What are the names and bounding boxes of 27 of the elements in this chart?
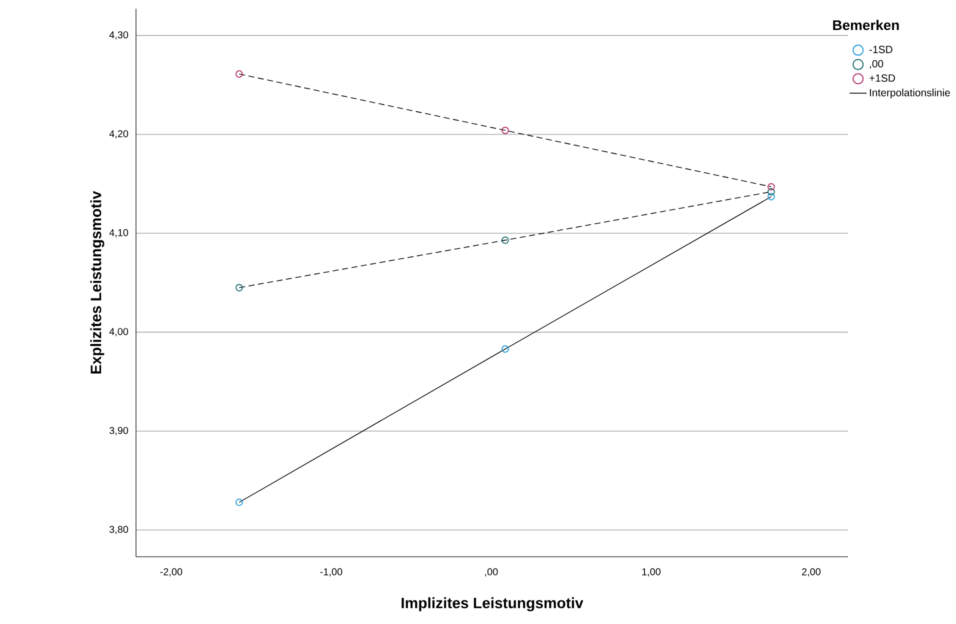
x-tick-label: 2,00 bbox=[802, 568, 821, 576]
point bbox=[502, 345, 509, 353]
point bbox=[768, 192, 775, 200]
y-axis-title: Explizites Leistungsmotiv bbox=[90, 191, 104, 374]
point bbox=[768, 183, 775, 190]
y-tick-label: 3,90 bbox=[109, 426, 128, 436]
legend-label: +1SD bbox=[870, 74, 895, 82]
x-tick-label: -1,00 bbox=[320, 568, 342, 576]
x-tick-label: -2,00 bbox=[160, 568, 182, 576]
y-tick-label: 3,80 bbox=[109, 526, 128, 534]
y-tick-label: 4,20 bbox=[109, 130, 128, 138]
point bbox=[236, 70, 243, 78]
y-tick-label: 4,10 bbox=[109, 229, 128, 238]
x-tick-label: 1,00 bbox=[642, 568, 661, 576]
legend-title: Bemerken bbox=[833, 20, 899, 30]
legend-label: -1SD bbox=[869, 46, 892, 54]
text: Interpolationslinie bbox=[870, 88, 950, 98]
point bbox=[502, 236, 509, 244]
point bbox=[502, 126, 509, 134]
x-tick-label: ,00 bbox=[485, 568, 498, 576]
y-tick-label: 4,30 bbox=[109, 31, 128, 40]
point bbox=[236, 284, 243, 292]
x-axis-title: Implizites Leistungsmotiv bbox=[402, 597, 584, 612]
legend-label: ,00 bbox=[870, 60, 884, 69]
point bbox=[768, 188, 775, 196]
y-tick-label: 4,00 bbox=[109, 328, 128, 336]
point bbox=[236, 498, 243, 506]
